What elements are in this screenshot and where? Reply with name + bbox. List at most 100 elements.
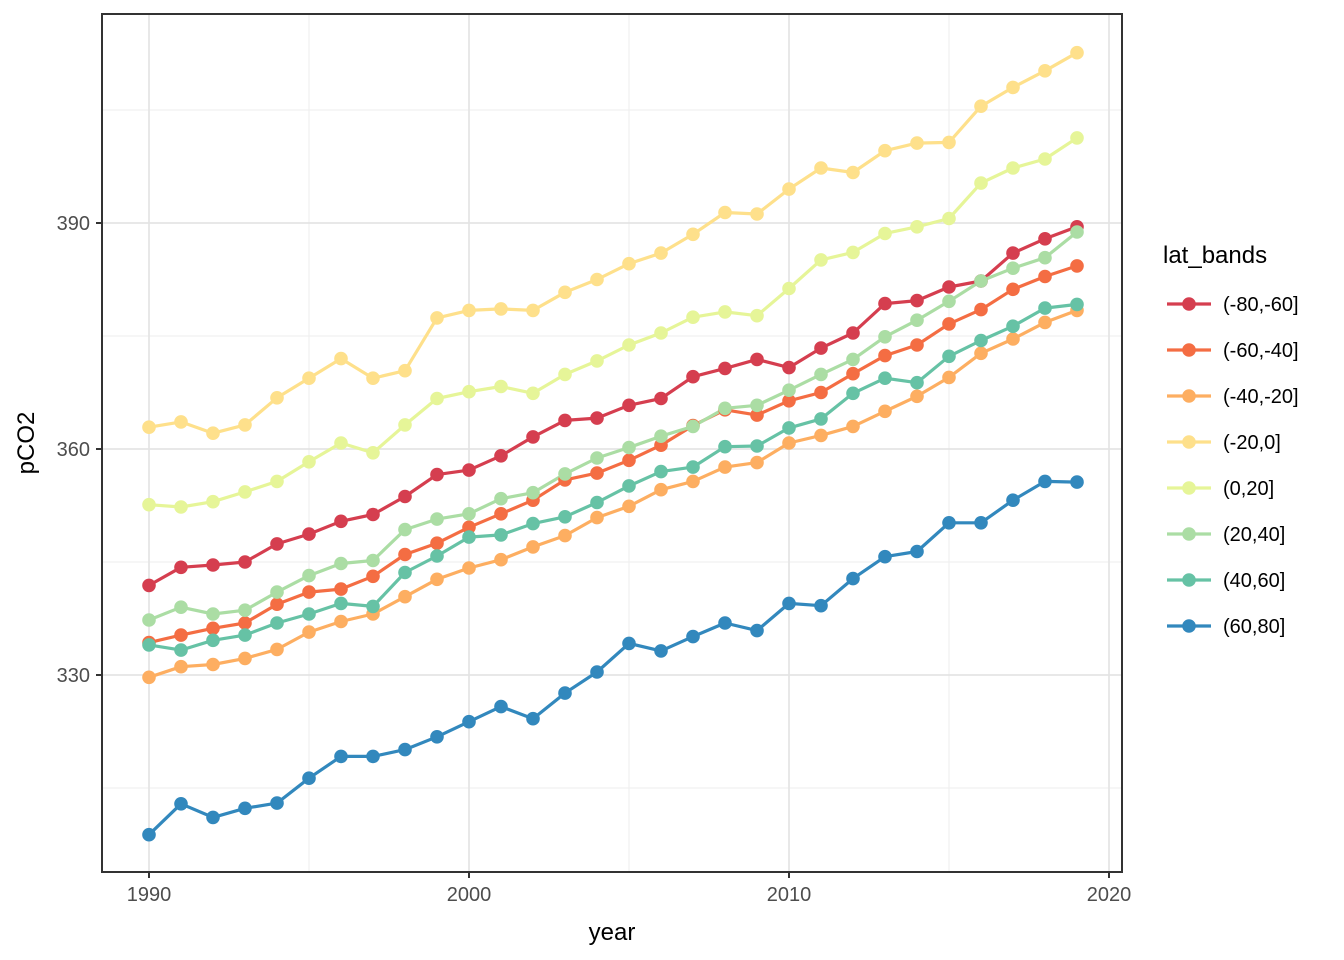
data-point — [174, 643, 188, 657]
y-tick-label: 390 — [57, 213, 90, 235]
data-point — [1006, 161, 1020, 175]
data-point — [142, 638, 156, 652]
data-point — [846, 352, 860, 367]
data-point — [270, 642, 284, 657]
legend-rows: (-80,-60] (-60,-40] (-40,-20] (-20,0] (0,20]… — [1167, 294, 1299, 638]
legend-key-point — [1182, 527, 1196, 541]
data-point — [1038, 269, 1052, 284]
data-point — [974, 176, 988, 190]
data-point — [398, 418, 412, 432]
data-point — [366, 599, 380, 614]
data-point — [238, 651, 252, 666]
data-point — [238, 555, 252, 569]
data-point — [814, 341, 828, 355]
data-point — [974, 99, 988, 113]
data-point — [334, 436, 348, 450]
data-point — [238, 603, 252, 617]
series-points-(-80,-60] — [142, 220, 1084, 593]
data-point — [174, 797, 188, 811]
data-point — [846, 245, 860, 260]
x-tick-label: 2020 — [1087, 884, 1132, 906]
data-point — [558, 285, 572, 300]
data-point — [686, 474, 700, 489]
data-point — [942, 370, 956, 385]
data-point — [718, 616, 732, 630]
data-point — [750, 623, 764, 638]
data-point — [302, 455, 316, 469]
series-points-(0,20] — [142, 131, 1084, 514]
data-point — [782, 421, 796, 435]
data-point — [718, 460, 732, 474]
data-point — [430, 549, 444, 563]
data-point — [398, 489, 412, 504]
data-point — [462, 384, 476, 399]
data-point — [1006, 246, 1020, 260]
data-point — [1070, 45, 1084, 60]
data-point — [910, 338, 924, 352]
data-point — [846, 419, 860, 434]
data-point — [878, 549, 892, 564]
data-point — [590, 665, 604, 679]
data-point — [558, 467, 572, 481]
data-point — [654, 482, 668, 497]
data-point — [526, 386, 540, 401]
y-tick-label: 360 — [57, 439, 90, 461]
data-point — [558, 367, 572, 382]
data-point — [814, 412, 828, 426]
data-point — [590, 354, 604, 368]
legend-key-point — [1182, 619, 1196, 633]
data-point — [302, 527, 316, 541]
data-point — [750, 455, 764, 470]
data-point — [814, 428, 828, 443]
data-point — [334, 351, 348, 366]
data-point — [1038, 250, 1052, 265]
data-point — [430, 536, 444, 550]
data-point — [750, 308, 764, 323]
x-tick-label: 1990 — [127, 884, 172, 906]
data-point — [238, 801, 252, 816]
data-point — [302, 771, 316, 785]
data-point — [494, 379, 508, 394]
data-point — [1070, 259, 1084, 273]
data-point — [846, 366, 860, 381]
data-point — [270, 616, 284, 630]
data-point — [1038, 474, 1052, 489]
data-point — [878, 404, 892, 419]
data-point — [1006, 493, 1020, 508]
data-point — [1070, 225, 1084, 239]
data-point — [910, 220, 924, 234]
data-point — [526, 711, 540, 726]
data-point — [206, 607, 220, 621]
data-point — [526, 430, 540, 444]
data-point — [878, 296, 892, 311]
data-point — [174, 659, 188, 674]
data-point — [782, 436, 796, 450]
data-point — [622, 479, 636, 493]
data-point — [174, 560, 188, 575]
data-point — [302, 371, 316, 386]
data-point — [718, 401, 732, 416]
data-point — [750, 352, 764, 367]
data-point — [686, 419, 700, 434]
data-point — [622, 453, 636, 468]
data-point — [334, 596, 348, 611]
legend-key-point — [1182, 435, 1196, 449]
data-point — [590, 510, 604, 525]
data-point — [398, 565, 412, 580]
legend-key-point — [1182, 481, 1196, 495]
data-point — [430, 467, 444, 482]
data-point — [814, 253, 828, 267]
data-point — [1038, 152, 1052, 166]
legend-title: lat_bands — [1163, 242, 1267, 269]
data-point — [462, 530, 476, 544]
data-point — [878, 226, 892, 241]
series-points-(20,40] — [142, 225, 1084, 627]
data-point — [686, 369, 700, 384]
data-point — [366, 749, 380, 764]
series-points — [142, 45, 1084, 842]
data-point — [910, 389, 924, 404]
data-point — [622, 499, 636, 514]
data-point — [622, 636, 636, 651]
data-point — [942, 516, 956, 530]
data-point — [750, 398, 764, 413]
